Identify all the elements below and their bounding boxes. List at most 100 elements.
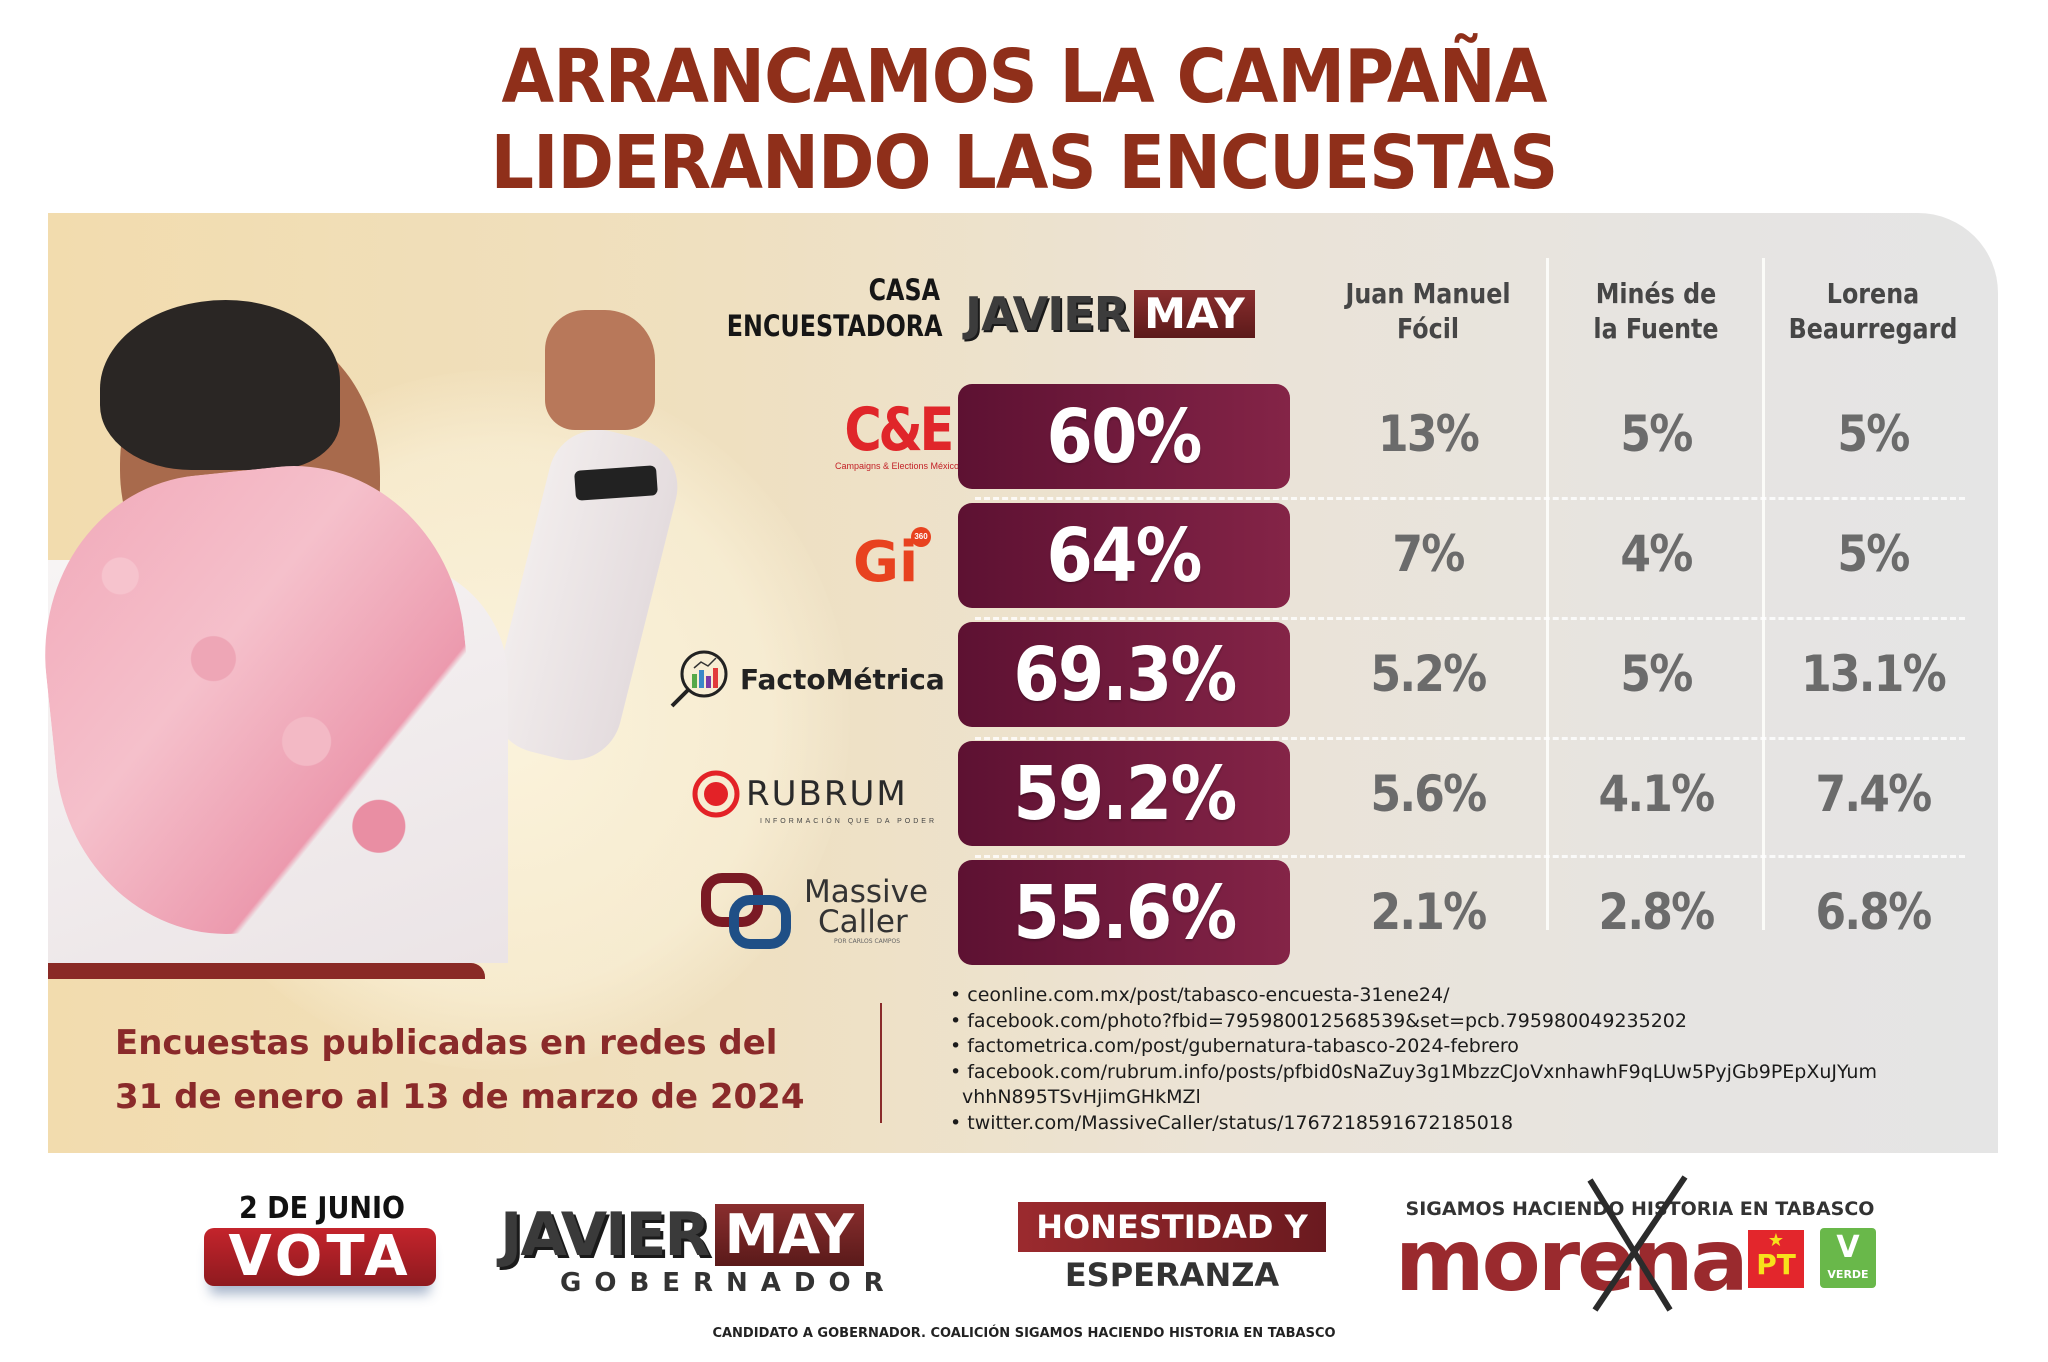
javier-may-column-header: JAVIER MAY [965,290,1255,338]
massive-caller-name-line2: Caller [818,904,908,940]
value-focil-gi: 7% [1392,525,1465,583]
ce-logo-subtitle: Campaigns & Elections México [835,461,960,471]
candidate-role: GOBERNADOR [560,1268,897,1298]
logo-may: MAY [1134,290,1255,338]
footer-logo-javier: JAVIER [500,1200,711,1270]
javier-may-value-gi: 64% [958,503,1290,608]
pollster-logo-massive-caller: Massive Caller POR CARLOS CAMPOS [700,872,928,952]
massive-caller-name-line1: Massive [804,874,929,910]
pt-party-logo: ★ PT [1748,1230,1804,1288]
pollster-header-line1: CASA [868,273,940,307]
ce-logo-mark: C&E [844,395,954,465]
leader-value: 69.3% [1012,631,1237,718]
page-title: ARRANCAMOS LA CAMPAÑA LIDERANDO LAS ENCU… [82,34,1966,206]
pollster-column-header: CASA ENCUESTADORA [726,272,943,344]
javier-may-value-massive-caller: 55.6% [958,860,1290,965]
candidate-header-focil: Juan Manuel Fócil [1339,276,1518,346]
sources-divider [880,1003,882,1123]
vote-badge: VOTA [204,1228,436,1286]
javier-may-value-factometrica: 69.3% [958,622,1290,727]
photo-hair [100,300,340,470]
row-divider [975,737,1965,740]
value-focil-factometrica: 5.2% [1370,645,1487,703]
value-fuente-factometrica: 5% [1620,645,1693,703]
pt-label: PT [1756,1248,1796,1281]
value-beaurregard-massive-caller: 6.8% [1815,883,1932,941]
value-focil-ce: 13% [1377,405,1480,463]
value-beaurregard-ce: 5% [1837,405,1910,463]
candidate-header-beaurregard: Lorena Beaurregard [1784,276,1963,346]
publication-line1: Encuestas publicadas en redes del [115,1023,778,1063]
column-divider [1546,258,1549,930]
pollster-header-line2: ENCUESTADORA [726,309,943,343]
value-beaurregard-rubrum: 7.4% [1815,765,1932,823]
logo-javier: JAVIER [965,287,1129,341]
verde-label: VERDE [1827,1268,1869,1281]
value-focil-rubrum: 5.6% [1370,765,1487,823]
source-link-continuation[interactable]: vhhN895TSvHjimGHkMZl [962,1086,1201,1108]
rubrum-tagline: INFORMACIÓN QUE DA PODER [760,818,938,825]
row-divider [975,855,1965,858]
magnifier-chart-icon [670,650,728,708]
massive-caller-byline: POR CARLOS CAMPOS [834,938,901,945]
vote-date: 2 DE JUNIO [238,1191,405,1226]
source-link[interactable]: • twitter.com/MassiveCaller/status/17672… [950,1111,1514,1134]
leader-value: 59.2% [1012,750,1237,837]
candidate-name-line1: Juan Manuel [1345,277,1511,310]
vote-x-mark-icon [1587,1175,1688,1312]
candidate-header-fuente: Minés de la Fuente [1567,276,1746,346]
gi-360-badge: 360 [911,527,931,547]
source-link[interactable]: • ceonline.com.mx/post/tabasco-encuesta-… [950,984,1450,1006]
footer-candidate-logo: JAVIER MAY [500,1200,865,1270]
photo-accent-bar [48,963,485,979]
publication-period: Encuestas publicadas en redes del 31 de … [115,1016,875,1124]
value-fuente-gi: 4% [1620,525,1693,583]
value-fuente-ce: 5% [1620,405,1693,463]
slogan-line2: ESPERANZA [1064,1256,1280,1294]
photo-fist [545,310,655,430]
sources-list: • ceonline.com.mx/post/tabasco-encuesta-… [950,983,1950,1136]
javier-may-value-ce: 60% [958,384,1290,489]
candidate-name-line1: Minés de [1595,277,1717,310]
pollster-logo-rubrum: RUBRUM INFORMACIÓN QUE DA PODER [692,770,937,825]
source-link[interactable]: • facebook.com/rubrum.info/posts/pfbid0s… [950,1060,1877,1083]
leader-value: 55.6% [1012,869,1237,956]
photo-watch [574,465,658,501]
pt-star-icon: ★ [1767,1230,1785,1251]
value-beaurregard-factometrica: 13.1% [1801,645,1947,703]
row-divider [975,617,1965,620]
leader-value: 64% [1046,512,1203,599]
coalition-name: SIGAMOS HACIENDO HISTORIA EN TABASCO [1405,1198,1875,1220]
column-divider [1762,258,1765,930]
title-line-2: LIDERANDO LAS ENCUESTAS [490,120,1559,206]
source-link[interactable]: • facebook.com/photo?fbid=79598001256853… [950,1009,1687,1032]
pollster-logo-gi360: Gi 360 [853,527,931,595]
candidate-name-line2: Fócil [1396,312,1460,345]
chat-bubbles-icon [701,873,791,949]
value-beaurregard-gi: 5% [1837,525,1910,583]
row-divider [975,497,1965,500]
publication-line2: 31 de enero al 13 de marzo de 2024 [115,1077,805,1117]
morena-logo: morena [1395,1211,1749,1311]
candidate-name-line2: Beaurregard [1788,312,1958,345]
candidate-name-line2: la Fuente [1593,312,1719,345]
factometrica-name: FactoMétrica [740,662,945,696]
pollster-logo-ce: C&E Campaigns & Elections México [835,400,960,472]
title-line-1: ARRANCAMOS LA CAMPAÑA [501,34,1547,120]
value-focil-massive-caller: 2.1% [1370,883,1487,941]
value-fuente-massive-caller: 2.8% [1598,883,1715,941]
verde-party-logo: V VERDE [1820,1228,1876,1288]
leader-value: 60% [1046,393,1203,480]
slogan-line1: HONESTIDAD Y [1018,1202,1326,1252]
rubrum-name: RUBRUM [746,774,908,814]
javier-may-value-rubrum: 59.2% [958,741,1290,846]
target-icon [692,770,740,818]
footer-logo-may: MAY [714,1204,865,1266]
gi-logo-mark: Gi [853,530,919,595]
pollster-logo-factometrica: FactoMétrica [668,648,945,710]
value-fuente-rubrum: 4.1% [1598,765,1715,823]
legal-caption: CANDIDATO A GOBERNADOR. COALICIÓN SIGAMO… [712,1326,1336,1341]
source-link[interactable]: • factometrica.com/post/gubernatura-taba… [950,1035,1519,1057]
candidate-name-line1: Lorena [1826,277,1920,310]
verde-toucan-icon: V [1836,1230,1860,1265]
